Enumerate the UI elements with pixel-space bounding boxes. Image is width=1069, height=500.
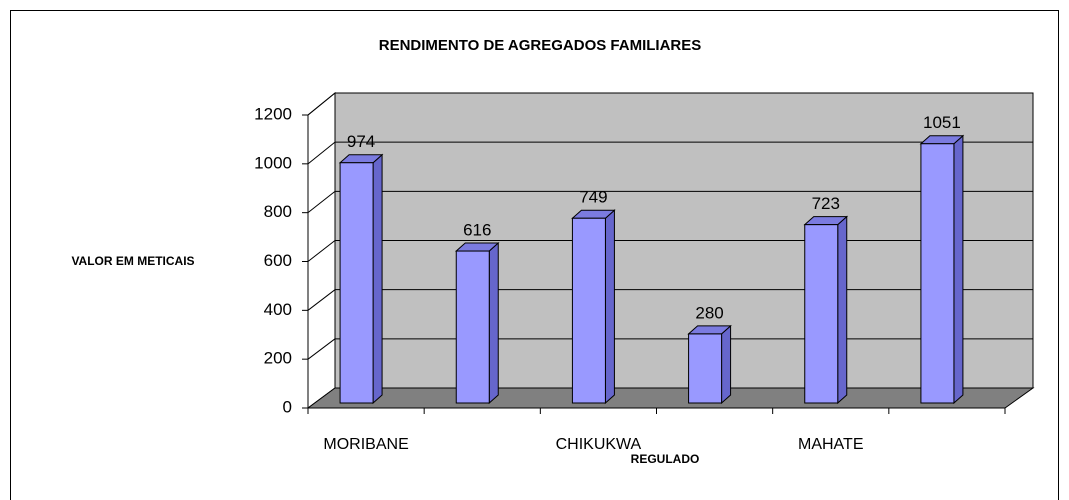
bar-side	[837, 215, 848, 405]
grid-line	[307, 190, 336, 214]
grid-line	[307, 92, 336, 116]
x-tick-label: MORIBANE	[323, 436, 408, 453]
bar-side	[953, 134, 964, 405]
grid-line	[307, 240, 336, 262]
y-tick-label: 400	[264, 300, 292, 319]
bar-front	[571, 217, 606, 404]
bar	[338, 153, 384, 405]
bar-front	[920, 143, 955, 404]
y-tick-label: 1200	[254, 104, 292, 123]
grid-line	[307, 289, 336, 311]
bar	[803, 215, 849, 405]
grid-line	[307, 141, 336, 165]
bar	[687, 324, 732, 405]
y-tick-label: 1000	[254, 153, 292, 172]
data-label: 749	[579, 188, 607, 207]
x-tick-label: MAHATE	[798, 436, 863, 453]
x-tick-label: CHIKUKWA	[556, 436, 642, 453]
bar	[919, 134, 965, 405]
y-tick-label: 200	[264, 349, 292, 368]
bar-side	[488, 241, 499, 405]
bar-front	[339, 162, 374, 404]
bar-side	[372, 153, 383, 405]
chart-border	[10, 10, 1059, 500]
data-label: 280	[695, 303, 723, 322]
data-label: 616	[463, 221, 491, 240]
y-axis-label: VALOR EM METICAIS	[71, 254, 194, 268]
chart-title: RENDIMENTO DE AGREGADOS FAMILIARES	[379, 37, 702, 54]
bar-front	[804, 224, 839, 404]
bar	[454, 241, 500, 405]
bar-front	[455, 250, 490, 404]
x-axis-label: REGULADO	[631, 452, 700, 466]
bar-side	[721, 324, 732, 405]
bar-front	[688, 333, 723, 404]
bar-side	[604, 209, 615, 405]
grid-line	[307, 338, 336, 360]
y-tick-label: 800	[264, 202, 292, 221]
y-tick-label: 0	[283, 397, 292, 416]
y-tick-label: 600	[264, 251, 292, 270]
bar	[571, 209, 616, 405]
data-label: 723	[812, 194, 840, 213]
data-label: 974	[347, 132, 375, 151]
data-label: 1051	[923, 113, 961, 132]
